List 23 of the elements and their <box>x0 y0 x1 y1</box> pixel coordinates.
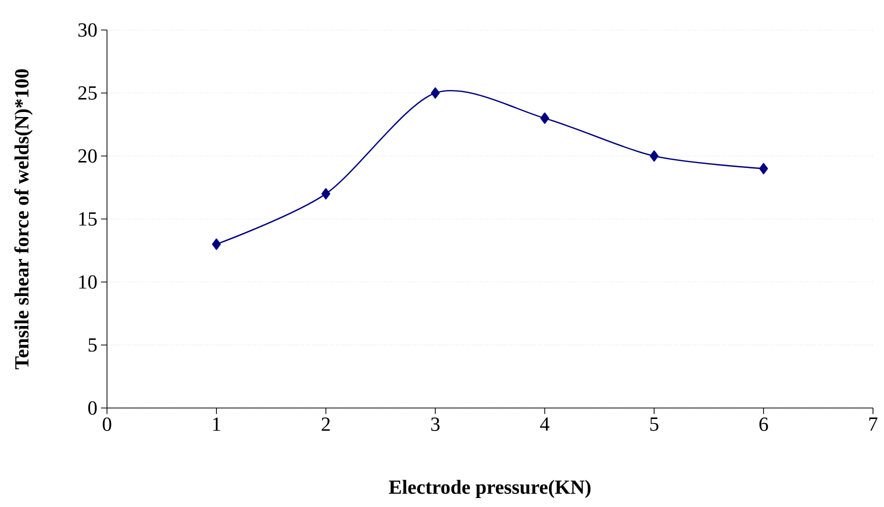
y-tick-label: 25 <box>78 86 97 100</box>
y-tick-label: 10 <box>79 275 97 289</box>
y-tick-label: 20 <box>78 149 97 163</box>
y-tick-label: 30 <box>78 23 97 37</box>
x-tick-label: 7 <box>869 418 878 431</box>
x-tick-label: 3 <box>431 418 440 431</box>
x-tick-label: 5 <box>650 418 658 431</box>
x-tick-label: 0 <box>102 418 112 432</box>
y-axis-title: Tensile shear force of welds(N)*100 <box>14 69 33 370</box>
x-tick-label: 2 <box>322 418 330 431</box>
x-tick-label: 6 <box>759 418 768 431</box>
y-tick-label: 15 <box>79 212 97 226</box>
point <box>212 238 221 250</box>
point <box>759 162 768 174</box>
y-tick-label: 5 <box>88 338 97 352</box>
point <box>650 150 659 162</box>
x-axis-title: Electrode pressure(KN) <box>388 480 591 498</box>
y-tick-label: 0 <box>88 401 97 415</box>
x-tick-label: 1 <box>213 418 220 431</box>
x-tick-label: 4 <box>540 418 550 431</box>
point <box>321 188 330 200</box>
point <box>430 87 440 99</box>
point <box>540 112 550 124</box>
